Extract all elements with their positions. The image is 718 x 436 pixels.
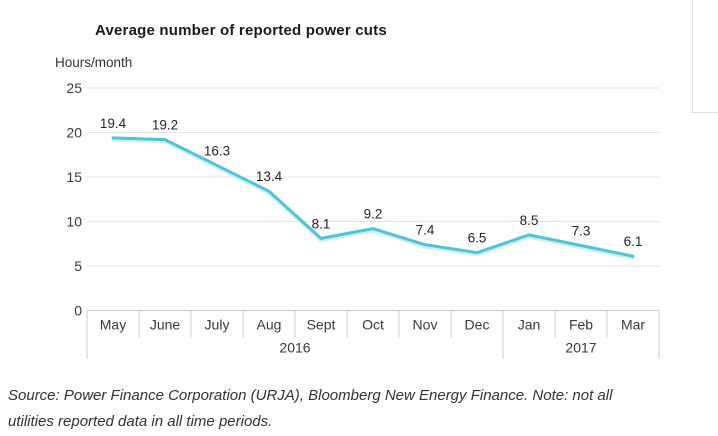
source-note: Source: Power Finance Corporation (URJA)… bbox=[8, 387, 613, 430]
x-axis-month-label: Feb bbox=[569, 317, 593, 333]
data-point-label: 13.4 bbox=[256, 169, 283, 184]
data-point-label: 16.3 bbox=[204, 143, 230, 158]
chart-title: Average number of reported power cuts bbox=[95, 22, 387, 39]
data-point-label: 19.2 bbox=[152, 118, 178, 133]
series-line bbox=[111, 136, 635, 258]
data-point-label: 8.1 bbox=[312, 216, 331, 231]
power-cuts-line-chart: 0 5 10 15 20 25 May June July Aug Sept Oct Nov Dec Jan… bbox=[66, 80, 660, 359]
x-axis-month-label: Jan bbox=[518, 317, 541, 333]
y-tick-label: 0 bbox=[74, 303, 82, 319]
data-point-label: 8.5 bbox=[520, 213, 539, 228]
y-tick-label: 10 bbox=[66, 214, 82, 230]
x-axis-month-label: Oct bbox=[362, 317, 384, 333]
y-axis-unit-label: Hours/month bbox=[55, 55, 133, 70]
data-point-label: 7.3 bbox=[572, 224, 591, 239]
data-point-label: 6.1 bbox=[624, 234, 643, 249]
y-tick-label: 5 bbox=[74, 258, 82, 274]
cutoff-panel-corner bbox=[692, 0, 718, 113]
data-point-label: 6.5 bbox=[468, 231, 487, 246]
x-axis-month-label: Nov bbox=[413, 317, 438, 333]
x-axis-year-label: 2016 bbox=[279, 340, 310, 356]
x-axis-month-label: May bbox=[100, 317, 126, 333]
x-axis-month-label: June bbox=[150, 317, 181, 333]
y-tick-label: 25 bbox=[66, 80, 82, 96]
x-axis-month-label: Mar bbox=[621, 317, 645, 333]
x-axis-month-label: July bbox=[205, 317, 230, 333]
y-tick-label: 15 bbox=[66, 169, 82, 185]
data-point-label: 7.4 bbox=[416, 223, 435, 238]
x-axis-year-label: 2017 bbox=[565, 340, 596, 356]
x-axis-month-label: Aug bbox=[257, 317, 282, 333]
y-tick-label: 20 bbox=[66, 125, 82, 141]
data-point-label: 9.2 bbox=[364, 207, 383, 222]
x-axis-month-label: Dec bbox=[465, 317, 490, 333]
series-line-shadow bbox=[111, 139, 635, 260]
data-point-label: 19.4 bbox=[100, 116, 127, 131]
x-axis-month-label: Sept bbox=[307, 317, 336, 333]
